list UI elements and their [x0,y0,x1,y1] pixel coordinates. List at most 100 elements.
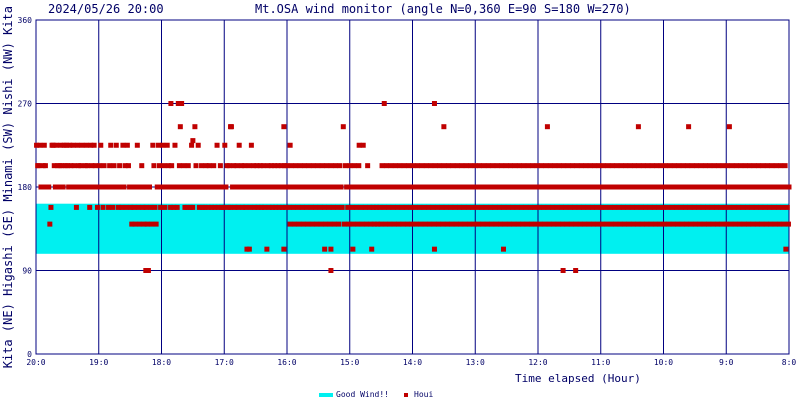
houi-point [398,184,404,190]
houi-point [328,246,334,252]
houi-point [716,163,722,169]
houi-point [259,184,265,190]
houi-point [52,184,58,190]
houi-point [39,184,45,190]
houi-point [51,163,57,169]
houi-point [255,204,261,210]
houi-point [786,184,792,190]
houi-point [742,163,748,169]
houi-point [330,204,336,210]
houi-point [533,221,539,227]
houi-point [143,268,149,273]
houi-point [138,184,144,190]
houi-point [68,163,74,169]
houi-point [168,204,174,210]
houi-point [372,184,378,190]
houi-point [421,204,427,210]
houi-point [374,204,380,210]
houi-point [323,221,329,227]
houi-point [403,204,409,210]
houi-point [609,163,615,169]
houi-point [153,221,159,227]
houi-point [418,221,424,227]
houi-point [440,221,446,227]
houi-point [429,184,435,190]
houi-point [509,184,515,190]
legend-houi-swatch [404,393,408,397]
houi-point [577,221,583,227]
houi-point [555,221,561,227]
houi-point [602,184,608,190]
houi-point [540,184,546,190]
houi-point [511,221,517,227]
houi-point [94,204,100,210]
houi-point [122,163,128,169]
houi-point [439,204,445,210]
houi-point [233,184,239,190]
houi-point [481,163,487,169]
houi-point [196,204,202,210]
houi-point [70,142,76,148]
houi-point [493,221,499,227]
houi-point [674,204,680,210]
x-tick-label: 20:0 [26,358,45,367]
houi-point [50,142,56,148]
houi-point [66,184,72,190]
y-side-label: Higashi [1,245,15,296]
x-tick-label: 12:0 [528,358,547,367]
houi-point [572,204,578,210]
houi-point [775,204,781,210]
houi-point [221,204,227,210]
houi-point [635,124,641,130]
houi-point [393,184,399,190]
houi-point [355,221,361,227]
houi-point [634,204,640,210]
houi-point [209,204,215,210]
houi-point [77,184,83,190]
houi-point [242,163,248,169]
houi-point [616,204,622,210]
houi-point [494,163,500,169]
houi-point [411,184,417,190]
houi-point [758,204,764,210]
houi-point [117,163,123,169]
legend-houi-label: Houi [414,390,433,399]
houi-point [579,184,585,190]
houi-point [463,163,469,169]
houi-point [401,163,407,169]
houi-point [620,204,626,210]
houi-point [471,221,477,227]
houi-point [695,184,701,190]
houi-point [399,204,405,210]
houi-point [423,163,429,169]
houi-point [667,163,673,169]
houi-point [383,163,389,169]
houi-point [275,163,281,169]
houi-point [382,221,388,227]
houi-point [185,163,191,169]
houi-point [265,163,271,169]
houi-point [228,124,234,130]
houi-point [557,184,563,190]
houi-point [535,184,541,190]
houi-point [781,221,787,227]
houi-point [217,163,223,169]
houi-point [245,184,251,190]
houi-point [56,184,62,190]
houi-point [573,268,579,273]
houi-point [261,163,267,169]
houi-point [155,142,161,148]
houi-point [492,204,498,210]
houi-point [479,204,485,210]
y-tick-label: 90 [22,267,32,276]
houi-point [731,204,737,210]
houi-point [59,163,65,169]
houi-point [114,184,120,190]
y-side-label: Kita [1,6,15,35]
houi-point [193,163,199,169]
houi-point [515,221,521,227]
houi-point [767,204,773,210]
houi-point [469,184,475,190]
houi-point [464,184,470,190]
houi-point [143,204,149,210]
